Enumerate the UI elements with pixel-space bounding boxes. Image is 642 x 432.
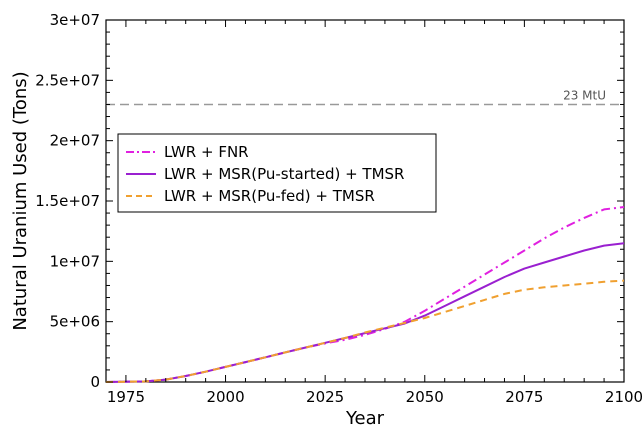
y-tick-label: 0 bbox=[90, 373, 100, 391]
plot-area: 23 MtU 1975 2000 2025 2050 2075 2100 0 5e+06 1e… bbox=[35, 11, 642, 406]
legend-items: LWR + FNR LWR + MSR(Pu-started) + TMSR LWR… bbox=[126, 143, 404, 205]
legend-box bbox=[117, 133, 437, 213]
y-tick-label: 1e+07 bbox=[50, 252, 100, 270]
x-tick-label: 2050 bbox=[406, 388, 444, 406]
legend: LWR + FNR LWR + MSR(Pu-started) + TMSR LWR… bbox=[117, 133, 437, 213]
series-line-2 bbox=[105, 242, 625, 383]
y-tick-label: 2e+07 bbox=[50, 132, 100, 150]
x-tick-label: 1975 bbox=[107, 388, 145, 406]
y-axis-ticks: 0 5e+06 1e+07 1.5e+07 2e+07 2.5e+07 3e+07 bbox=[35, 11, 624, 391]
legend-label-1: LWR + FNR bbox=[164, 143, 249, 161]
y-axis-title: Natural Uranium Used (Tons) bbox=[10, 71, 31, 330]
series-group bbox=[105, 206, 625, 383]
y-tick-label: 2.5e+07 bbox=[35, 71, 100, 89]
legend-label-3: LWR + MSR(Pu-fed) + TMSR bbox=[164, 187, 375, 205]
x-axis-ticks: 1975 2000 2025 2050 2075 2100 bbox=[107, 20, 642, 406]
y-tick-label: 3e+07 bbox=[50, 11, 100, 29]
series-line-1 bbox=[105, 206, 625, 383]
x-tick-label: 2075 bbox=[505, 388, 543, 406]
x-tick-label: 2100 bbox=[605, 388, 642, 406]
series-line-3 bbox=[105, 279, 625, 383]
x-axis-title: Year bbox=[345, 408, 385, 429]
y-tick-label: 5e+06 bbox=[50, 313, 100, 331]
x-tick-label: 2025 bbox=[306, 388, 344, 406]
legend-label-2: LWR + MSR(Pu-started) + TMSR bbox=[164, 165, 404, 183]
reference-line-label: 23 MtU bbox=[563, 88, 606, 102]
x-tick-label: 2000 bbox=[206, 388, 244, 406]
y-tick-label: 1.5e+07 bbox=[35, 192, 100, 210]
reference-line-group: 23 MtU bbox=[106, 88, 624, 106]
